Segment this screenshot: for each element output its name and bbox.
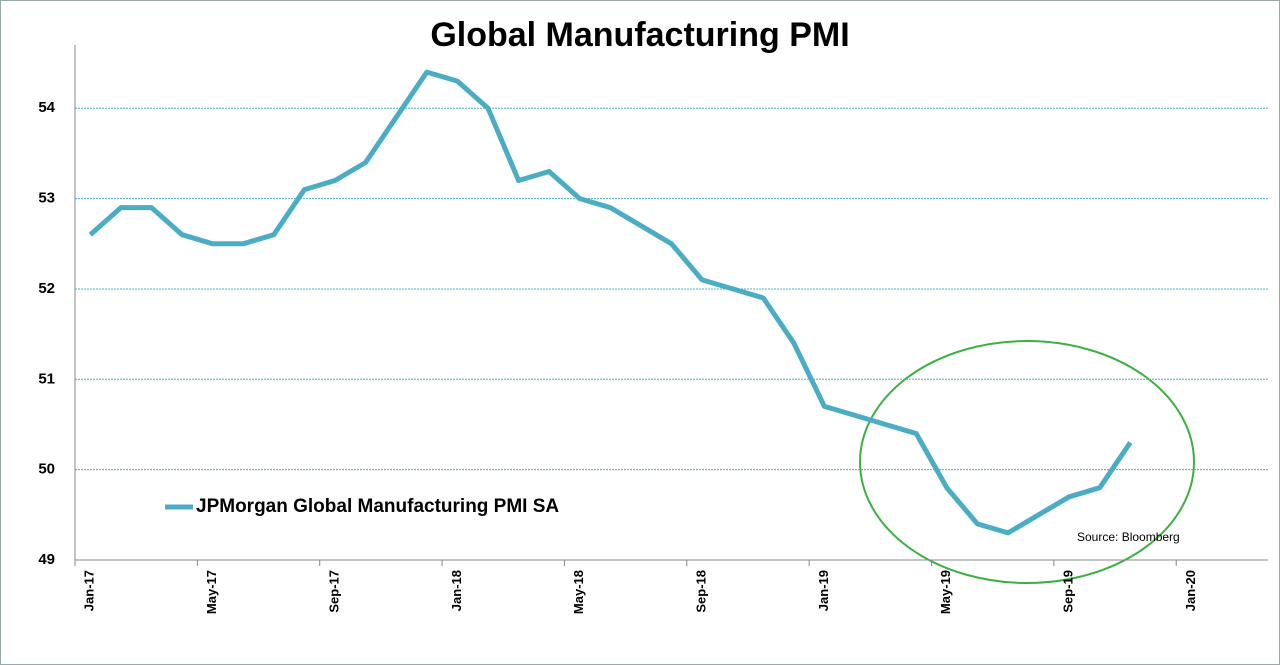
x-tick-label: Sep-19 xyxy=(1061,570,1076,613)
x-tick-label: May-18 xyxy=(571,570,586,614)
y-tick-label: 50 xyxy=(38,461,55,478)
x-tick-label: Jan-20 xyxy=(1183,570,1198,611)
y-tick-label: 52 xyxy=(38,280,55,297)
x-tick-label: May-19 xyxy=(938,570,953,614)
legend-label: JPMorgan Global Manufacturing PMI SA xyxy=(196,496,559,517)
source-note: Source: Bloomberg xyxy=(1077,530,1180,544)
x-tick-label: May-17 xyxy=(204,570,219,614)
series-line xyxy=(88,69,1133,536)
x-tick-label: Jan-19 xyxy=(816,570,831,611)
y-tick-label: 51 xyxy=(38,370,55,387)
y-tick-label: 53 xyxy=(38,190,55,207)
chart-title: Global Manufacturing PMI xyxy=(430,16,849,54)
y-tick-label: 54 xyxy=(38,99,55,116)
y-tick-label: 49 xyxy=(38,551,55,568)
highlight-ellipse xyxy=(859,340,1195,584)
x-tick-label: Sep-17 xyxy=(326,570,341,613)
x-tick-label: Sep-18 xyxy=(694,570,709,613)
x-tick-label: Jan-17 xyxy=(82,570,97,611)
x-tick-label: Jan-18 xyxy=(449,570,464,611)
